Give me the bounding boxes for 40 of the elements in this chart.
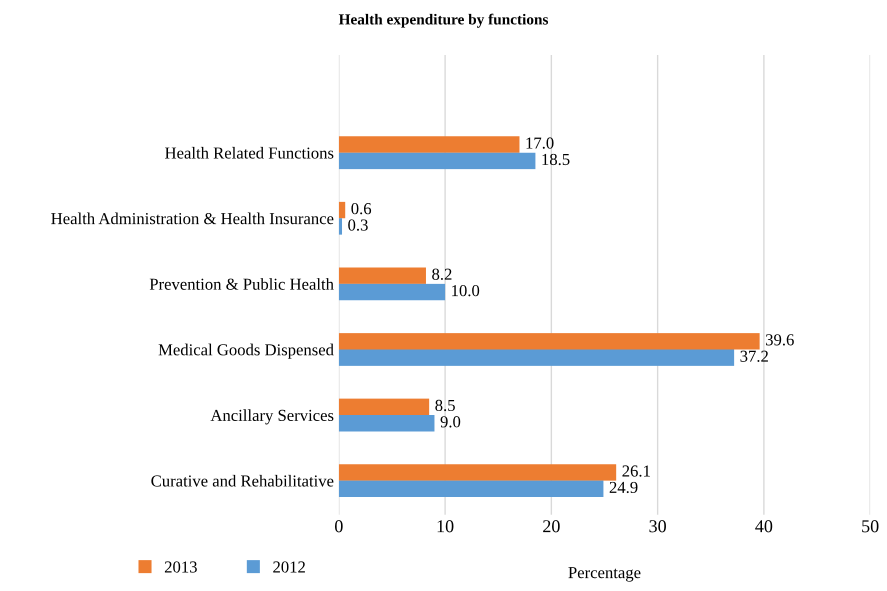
bar [338, 202, 346, 218]
x-tick-label: 50 [862, 520, 878, 532]
data-label: 8.2 [432, 268, 452, 280]
x-tick-label: 20 [543, 520, 560, 532]
x-tick-label: 0 [335, 520, 343, 532]
bar [338, 333, 760, 350]
y-tick-label: Health Administration & Health Insurance [51, 212, 334, 224]
data-label: 17.0 [526, 137, 554, 149]
legend-label: 2012 [273, 561, 305, 573]
bar [338, 284, 446, 300]
data-label: 0.6 [351, 203, 372, 214]
data-label: 8.5 [435, 400, 455, 412]
data-label: 26.1 [622, 465, 650, 477]
data-label: 37.2 [740, 350, 768, 362]
bar [338, 267, 426, 284]
y-tick-label: Health Related Functions [165, 146, 334, 159]
bar [338, 349, 734, 366]
bar [338, 398, 430, 416]
data-label: 24.9 [610, 482, 638, 494]
y-tick-label: Prevention & Public Health [150, 278, 334, 290]
bar [338, 218, 342, 235]
legend-label: 2013 [164, 561, 197, 573]
y-tick-label: Ancillary Services [210, 409, 334, 424]
y-tick-label: Medical Goods Dispensed [158, 344, 334, 359]
y-tick-label: Curative and Rehabilitative [151, 474, 334, 487]
x-tick-label: 40 [755, 520, 772, 532]
x-tick-label: 30 [649, 520, 666, 532]
x-axis-title: Percentage [568, 567, 640, 582]
data-label: 39.6 [766, 334, 794, 346]
x-tick-label: 10 [438, 520, 454, 532]
data-label: 0.3 [348, 219, 368, 231]
data-label: 10.0 [452, 285, 480, 296]
data-label: 18.5 [542, 154, 570, 166]
bar [338, 152, 536, 170]
data-label: 9.0 [440, 416, 460, 428]
bar [338, 464, 616, 481]
bar [338, 136, 520, 153]
bar [338, 415, 434, 432]
bar [338, 480, 604, 498]
chart-title: Health expenditure by functions [338, 14, 548, 28]
